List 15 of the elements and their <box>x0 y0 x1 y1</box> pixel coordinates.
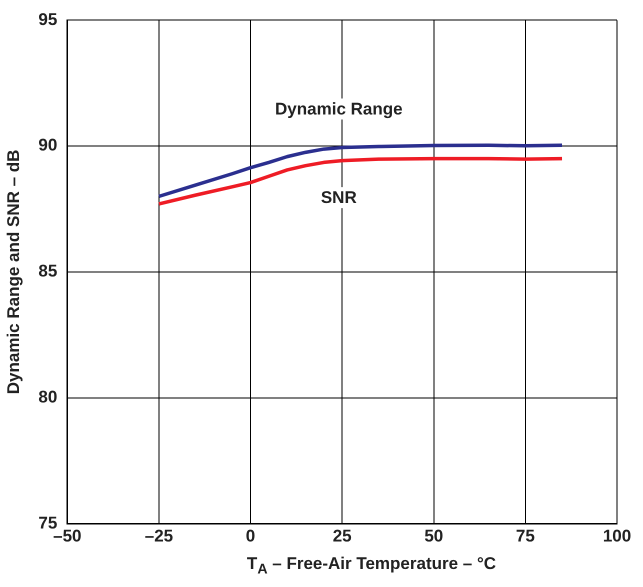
x-tick-label: 25 <box>332 526 352 546</box>
x-tick-label: 50 <box>424 526 444 546</box>
x-tick-label: 75 <box>516 526 535 546</box>
y-tick-label: 95 <box>38 10 58 29</box>
x-tick-label: 0 <box>246 526 256 546</box>
series-label: Dynamic Range <box>275 100 403 119</box>
y-tick-label: 80 <box>38 387 58 406</box>
series-label: SNR <box>320 188 357 208</box>
y-axis-title: Dynamic Range and SNR – dB <box>4 150 23 394</box>
x-axis-title: T$_{A}$ – Free-Air Temperature – °C <box>246 554 498 578</box>
y-tick-label: 85 <box>38 262 58 281</box>
x-tick-label: –25 <box>144 526 174 546</box>
y-tick-label: 90 <box>38 136 58 155</box>
x-tick-label: 100 <box>602 526 632 546</box>
y-tick-label: 75 <box>38 513 58 532</box>
